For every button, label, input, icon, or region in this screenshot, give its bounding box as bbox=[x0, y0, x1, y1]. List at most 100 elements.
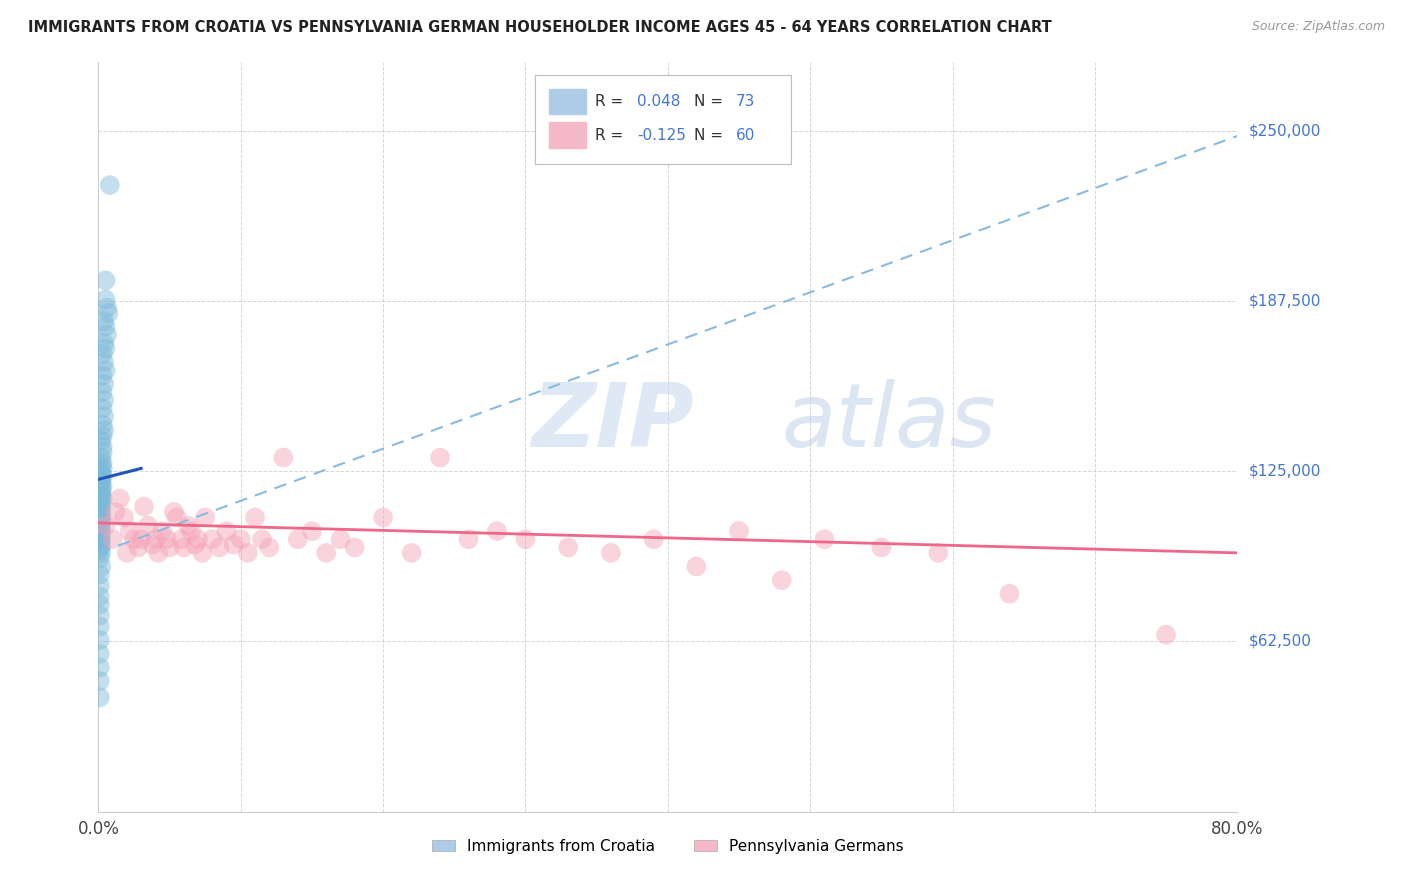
Legend: Immigrants from Croatia, Pennsylvania Germans: Immigrants from Croatia, Pennsylvania Ge… bbox=[426, 833, 910, 860]
Point bbox=[1154, 627, 1177, 641]
Point bbox=[148, 546, 170, 560]
Point bbox=[90, 494, 112, 508]
Point bbox=[329, 533, 352, 547]
Point bbox=[89, 510, 111, 524]
Point bbox=[191, 546, 214, 560]
Point bbox=[104, 505, 127, 519]
Point bbox=[152, 524, 174, 538]
Point bbox=[91, 368, 114, 383]
Point bbox=[728, 524, 751, 538]
Point bbox=[90, 475, 112, 489]
Text: -0.125: -0.125 bbox=[637, 128, 686, 143]
Point bbox=[194, 510, 217, 524]
Point bbox=[122, 533, 145, 547]
Point bbox=[156, 533, 179, 547]
FancyBboxPatch shape bbox=[550, 88, 586, 114]
Point bbox=[89, 598, 111, 612]
Point bbox=[94, 293, 117, 307]
Point bbox=[118, 524, 141, 538]
Point bbox=[89, 690, 111, 705]
Point bbox=[163, 505, 186, 519]
Point bbox=[89, 551, 111, 566]
Point bbox=[90, 538, 112, 552]
Point bbox=[89, 541, 111, 555]
Point bbox=[457, 533, 479, 547]
Point bbox=[177, 518, 200, 533]
Point bbox=[112, 510, 135, 524]
Point bbox=[93, 314, 115, 328]
Point bbox=[813, 533, 835, 547]
Point bbox=[515, 533, 537, 547]
Point bbox=[401, 546, 423, 560]
Point bbox=[98, 178, 121, 192]
Point bbox=[93, 355, 115, 369]
Point bbox=[91, 461, 114, 475]
Point bbox=[89, 567, 111, 582]
Point bbox=[90, 533, 112, 547]
Point bbox=[229, 533, 252, 547]
Point bbox=[927, 546, 949, 560]
Point bbox=[89, 543, 111, 558]
Text: $187,500: $187,500 bbox=[1249, 293, 1320, 309]
Point bbox=[273, 450, 295, 465]
Point bbox=[250, 533, 273, 547]
Point bbox=[93, 376, 115, 391]
Point bbox=[108, 491, 131, 506]
Point bbox=[187, 533, 209, 547]
Text: 60: 60 bbox=[737, 128, 755, 143]
Point bbox=[685, 559, 707, 574]
Point bbox=[259, 541, 281, 555]
Point bbox=[93, 409, 115, 424]
Point bbox=[91, 445, 114, 459]
Text: R =: R = bbox=[595, 94, 628, 109]
Point bbox=[90, 486, 112, 500]
Point bbox=[287, 533, 309, 547]
Point bbox=[91, 491, 114, 506]
Point bbox=[90, 472, 112, 486]
Point bbox=[180, 524, 202, 538]
Point bbox=[486, 524, 509, 538]
Point bbox=[90, 516, 112, 530]
Point bbox=[90, 467, 112, 481]
Point bbox=[90, 458, 112, 473]
Point bbox=[243, 510, 266, 524]
Point bbox=[129, 533, 152, 547]
Point bbox=[166, 510, 188, 524]
Point bbox=[90, 489, 112, 503]
Point bbox=[173, 541, 195, 555]
Point bbox=[159, 541, 181, 555]
Text: $62,500: $62,500 bbox=[1249, 634, 1312, 648]
Point bbox=[91, 456, 114, 470]
Point bbox=[643, 533, 665, 547]
Point bbox=[94, 319, 117, 334]
Point bbox=[89, 673, 111, 688]
Point bbox=[91, 469, 114, 483]
Point bbox=[94, 518, 117, 533]
Point bbox=[89, 619, 111, 633]
Point bbox=[89, 535, 111, 549]
Point bbox=[89, 590, 111, 604]
Point bbox=[93, 393, 115, 408]
Point bbox=[89, 518, 111, 533]
Point bbox=[90, 559, 112, 574]
Point bbox=[90, 483, 112, 498]
Text: atlas: atlas bbox=[782, 379, 997, 465]
Point bbox=[236, 546, 259, 560]
Point bbox=[998, 587, 1021, 601]
Point bbox=[184, 538, 207, 552]
Point bbox=[97, 306, 120, 320]
Point bbox=[91, 417, 114, 432]
Point bbox=[90, 505, 112, 519]
Point bbox=[94, 273, 117, 287]
Point bbox=[373, 510, 395, 524]
Point bbox=[127, 541, 149, 555]
FancyBboxPatch shape bbox=[550, 122, 586, 148]
Point bbox=[870, 541, 893, 555]
Point bbox=[96, 327, 118, 342]
Point bbox=[93, 423, 115, 437]
Point bbox=[141, 538, 163, 552]
Point bbox=[89, 608, 111, 623]
Point bbox=[94, 342, 117, 356]
Point bbox=[91, 428, 114, 442]
Point bbox=[90, 521, 112, 535]
